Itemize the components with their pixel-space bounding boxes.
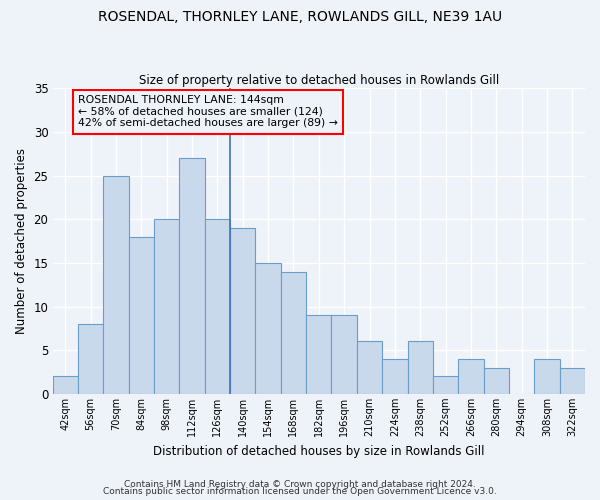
X-axis label: Distribution of detached houses by size in Rowlands Gill: Distribution of detached houses by size … [153, 444, 485, 458]
Bar [484, 368, 509, 394]
Text: Contains public sector information licensed under the Open Government Licence v3: Contains public sector information licen… [103, 487, 497, 496]
Bar [154, 219, 179, 394]
Text: Contains HM Land Registry data © Crown copyright and database right 2024.: Contains HM Land Registry data © Crown c… [124, 480, 476, 489]
Bar [560, 368, 585, 394]
Bar [78, 324, 103, 394]
Bar [357, 342, 382, 394]
Bar [534, 359, 560, 394]
Bar [281, 272, 306, 394]
Bar [230, 228, 256, 394]
Text: ROSENDAL THORNLEY LANE: 144sqm
← 58% of detached houses are smaller (124)
42% of: ROSENDAL THORNLEY LANE: 144sqm ← 58% of … [78, 95, 338, 128]
Bar [128, 236, 154, 394]
Bar [179, 158, 205, 394]
Text: ROSENDAL, THORNLEY LANE, ROWLANDS GILL, NE39 1AU: ROSENDAL, THORNLEY LANE, ROWLANDS GILL, … [98, 10, 502, 24]
Bar [306, 316, 331, 394]
Bar [458, 359, 484, 394]
Title: Size of property relative to detached houses in Rowlands Gill: Size of property relative to detached ho… [139, 74, 499, 87]
Bar [433, 376, 458, 394]
Bar [205, 219, 230, 394]
Bar [53, 376, 78, 394]
Bar [382, 359, 407, 394]
Bar [256, 263, 281, 394]
Bar [103, 176, 128, 394]
Bar [331, 316, 357, 394]
Bar [407, 342, 433, 394]
Y-axis label: Number of detached properties: Number of detached properties [15, 148, 28, 334]
